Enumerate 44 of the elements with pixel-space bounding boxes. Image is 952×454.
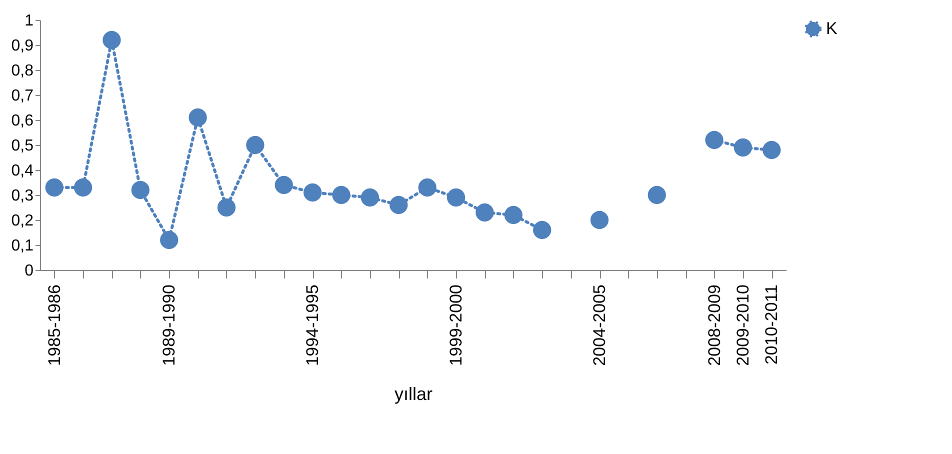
x-tick-label: 2010-2011 [762, 284, 782, 365]
point [246, 136, 264, 154]
x-tick-label: 1994-1995 [303, 284, 322, 366]
point [360, 188, 380, 207]
legend-label: K [826, 19, 838, 38]
point [188, 108, 207, 127]
point [332, 186, 350, 204]
point [476, 203, 494, 222]
point [131, 180, 150, 200]
y-tick-label: 0,4 [11, 162, 34, 180]
point [217, 198, 236, 217]
point [504, 206, 523, 224]
point [648, 186, 666, 204]
x-tick-label: 1985-1986 [44, 284, 64, 366]
y-tick-label: 0,3 [11, 188, 34, 204]
x-tick-label: 2009-2010 [733, 284, 752, 366]
y-tick-label: 0,6 [11, 112, 34, 130]
x-tick-label: 2008-2009 [704, 284, 724, 366]
point [160, 230, 178, 250]
y-tick-label: 0,1 [11, 238, 34, 254]
point [446, 188, 466, 207]
y-tick-label: 0,7 [11, 88, 34, 104]
y-tick-label: 0,8 [11, 62, 34, 80]
point [590, 210, 609, 230]
x-tick-label: 2004-2005 [590, 284, 609, 366]
point [734, 138, 752, 157]
y-tick-label: 0 [24, 262, 34, 280]
point [303, 183, 322, 202]
point [533, 220, 552, 240]
point [274, 176, 293, 194]
point [418, 178, 436, 197]
point [390, 196, 408, 214]
y-tick-label: 0,5 [11, 138, 34, 154]
x-tick-label: 1999-2000 [446, 284, 466, 366]
point [45, 178, 64, 197]
x-tick-label: 1989-1990 [160, 284, 179, 366]
point [705, 130, 724, 150]
y-tick-label: 1 [24, 12, 34, 30]
y-tick-label: 0,2 [11, 212, 34, 230]
point [74, 178, 92, 197]
point [102, 30, 121, 50]
x-axis-title: yıllar [394, 384, 433, 404]
y-tick-label: 0,9 [11, 38, 34, 54]
point [762, 140, 781, 160]
